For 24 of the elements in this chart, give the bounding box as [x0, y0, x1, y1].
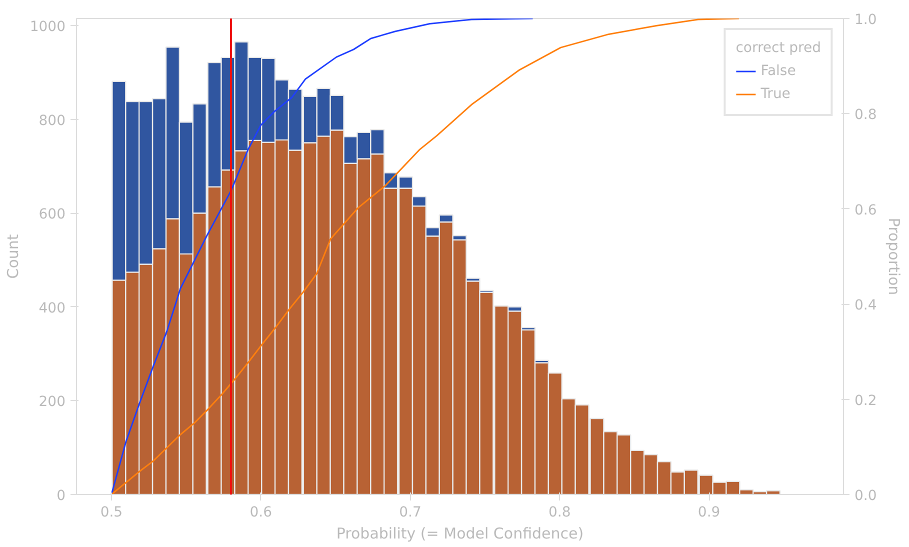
x-axis-title: Probability (= Model Confidence)	[336, 524, 584, 542]
y-tick-label: 400	[38, 300, 66, 316]
legend-label: True	[760, 86, 790, 102]
y-axis-title: Count	[4, 234, 22, 279]
x-tick-label: 0.6	[250, 504, 272, 520]
y2-tick-label: 0.2	[854, 392, 877, 409]
y-tick-label: 0	[56, 488, 66, 504]
legend-title: correct pred	[736, 40, 821, 56]
legend-label: False	[760, 63, 796, 79]
y2-tick-label: 0.8	[854, 107, 877, 124]
x-tick-label: 0.9	[698, 504, 720, 520]
y-tick-label: 200	[38, 394, 66, 410]
y2-tick-label: 1.0	[854, 12, 877, 28]
y2-tick-label: 0.4	[854, 298, 877, 314]
y-tick-label: 800	[38, 112, 66, 129]
y2-axis-title: Proportion	[884, 218, 903, 296]
x-tick-label: 0.5	[100, 504, 123, 520]
y2-tick-label: 0.6	[854, 202, 877, 218]
x-tick-label: 0.7	[399, 504, 422, 520]
y-tick-label: 1000	[30, 19, 66, 36]
y-tick-label: 600	[38, 206, 66, 223]
y2-tick-label: 0.0	[854, 488, 877, 504]
line-series	[110, 18, 534, 494]
x-tick-label: 0.8	[548, 504, 571, 520]
